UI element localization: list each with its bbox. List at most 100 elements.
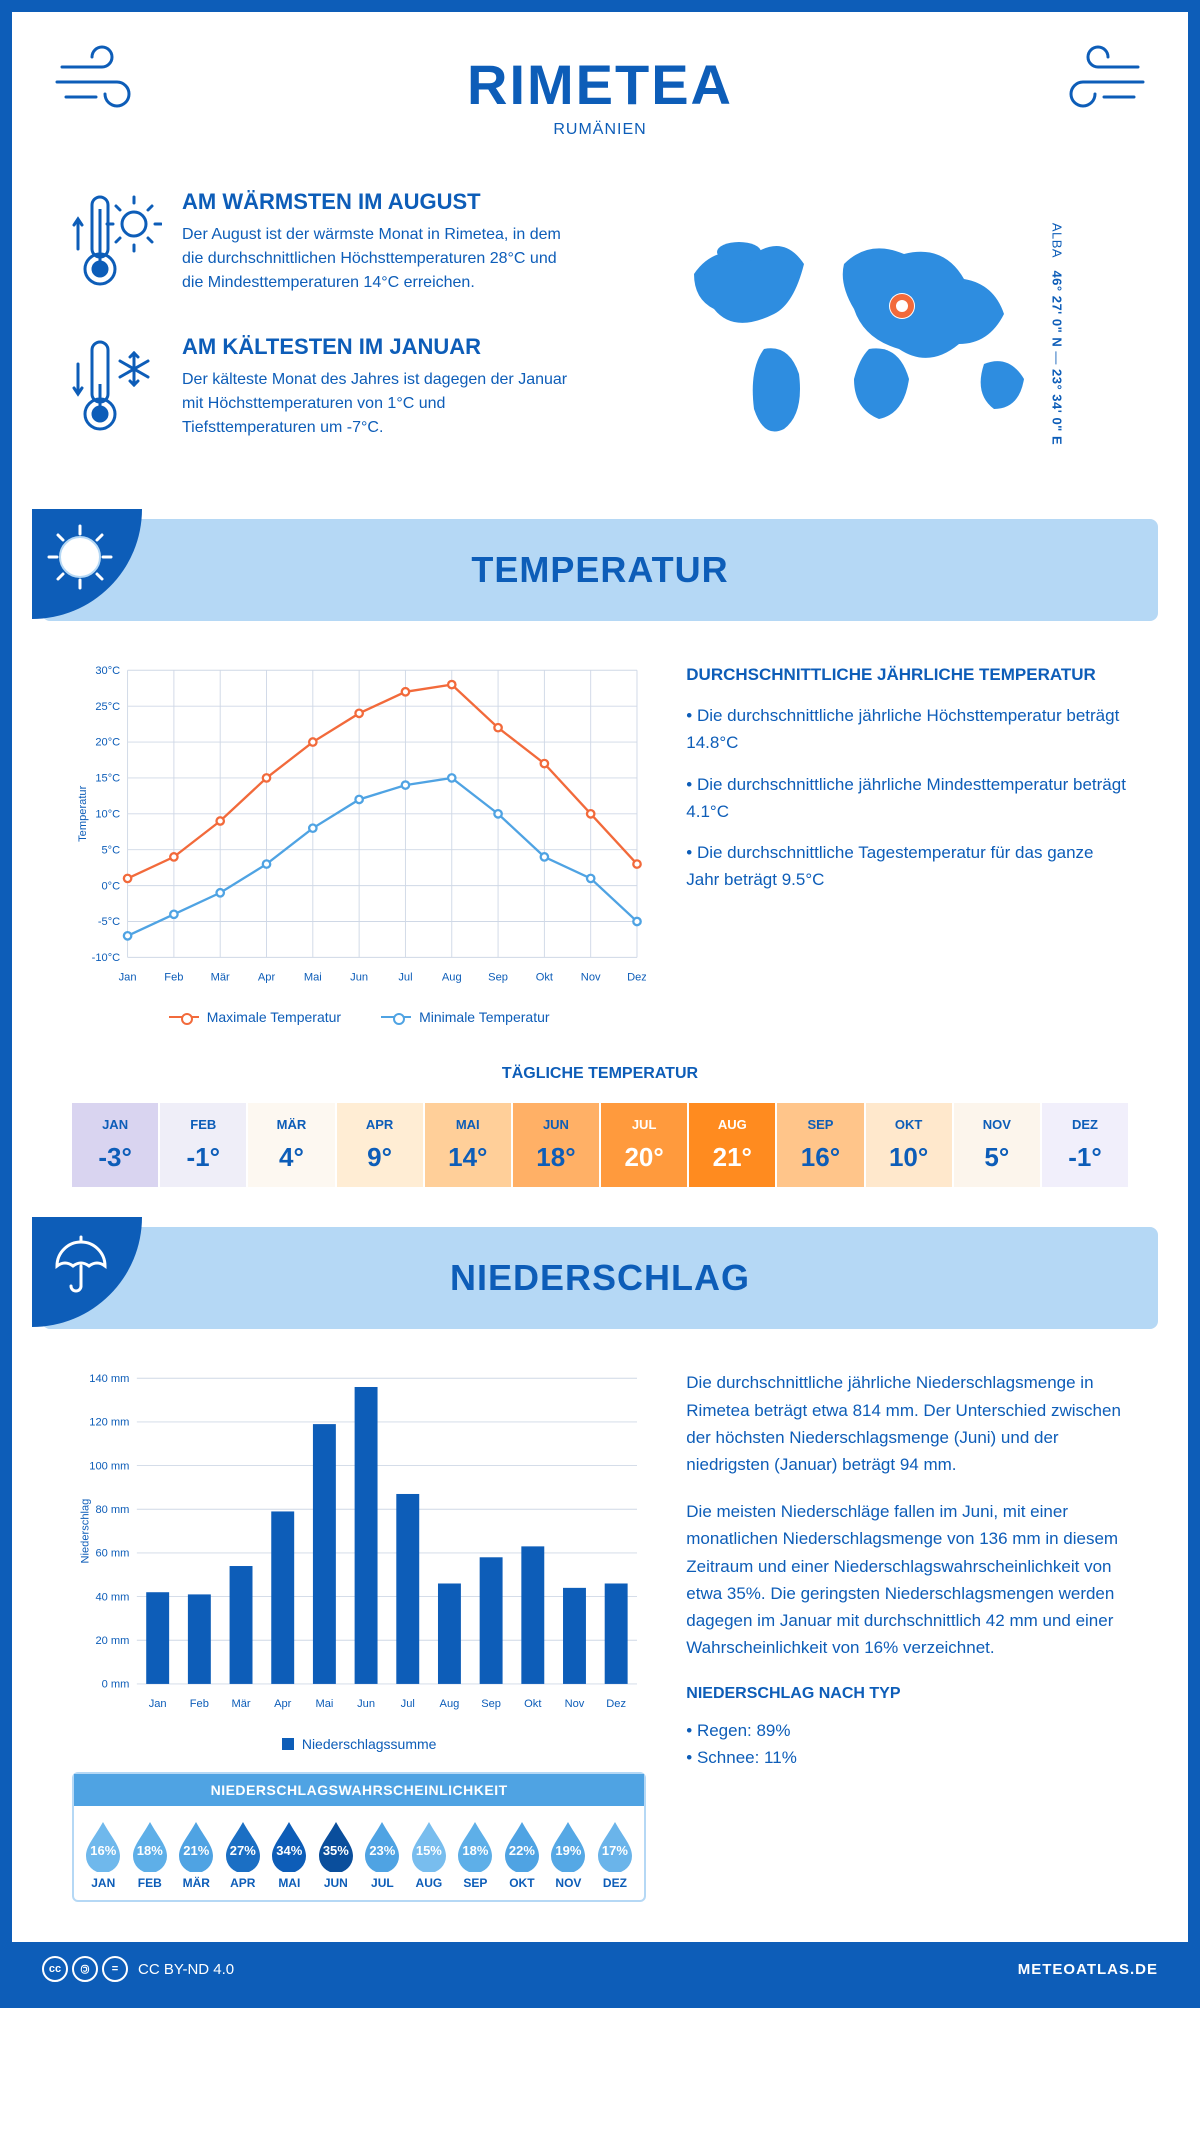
probability-drop: 18%FEB (127, 1820, 174, 1890)
temperature-summary: DURCHSCHNITTLICHE JÄHRLICHE TEMPERATUR •… (686, 661, 1128, 1025)
precipitation-text: Die durchschnittliche jährliche Niedersc… (686, 1369, 1128, 1902)
wind-icon (52, 42, 162, 127)
svg-text:140 mm: 140 mm (89, 1373, 129, 1385)
temperature-heading: TEMPERATUR (62, 549, 1138, 591)
warmest-title: AM WÄRMSTEN IM AUGUST (182, 189, 580, 215)
svg-text:Dez: Dez (606, 1699, 626, 1711)
svg-text:-5°C: -5°C (98, 916, 120, 928)
svg-text:Mär: Mär (211, 972, 230, 984)
temperature-body: -10°C -5°C 0°C 5°C 10°C 15°C 20°C 25°C 30°C Jan Fe… (12, 621, 1188, 1065)
svg-text:-10°C: -10°C (92, 952, 121, 964)
svg-text:15°C: 15°C (95, 773, 120, 785)
svg-text:5°C: 5°C (102, 844, 121, 856)
svg-text:Feb: Feb (164, 972, 183, 984)
svg-text:10°C: 10°C (95, 809, 120, 821)
daily-temp-cell: NOV5° (954, 1103, 1042, 1187)
thermometer-snow-icon (72, 334, 162, 449)
svg-text:0°C: 0°C (102, 880, 121, 892)
daily-temp-cell: MAI14° (425, 1103, 513, 1187)
license: cc 🄯 = CC BY-ND 4.0 (42, 1956, 234, 1982)
daily-temp-cell: MÄR4° (248, 1103, 336, 1187)
svg-text:Mär: Mär (231, 1699, 250, 1711)
thermometer-sun-icon (72, 189, 162, 304)
by-icon: 🄯 (72, 1956, 98, 1982)
svg-text:Jan: Jan (119, 972, 137, 984)
probability-drop: 22%OKT (499, 1820, 546, 1890)
probability-drop: 35%JUN (313, 1820, 360, 1890)
precip-legend: Niederschlagssumme (72, 1736, 646, 1752)
warmest-fact: AM WÄRMSTEN IM AUGUST Der August ist der… (72, 189, 580, 304)
probability-drop: 21%MÄR (173, 1820, 220, 1890)
precipitation-probability: NIEDERSCHLAGSWAHRSCHEINLICHKEIT 16%JAN18… (72, 1772, 646, 1902)
daily-temp-cell: APR9° (337, 1103, 425, 1187)
header: RIMETEA RUMÄNIEN (12, 12, 1188, 169)
daily-temp-cell: FEB-1° (160, 1103, 248, 1187)
svg-text:Jul: Jul (398, 972, 412, 984)
precipitation-bar-chart: 0 mm 20 mm 40 mm 60 mm 80 mm 100 mm 120 mm 140 … (72, 1369, 646, 1721)
svg-text:Jun: Jun (357, 1699, 375, 1711)
probability-drop: 15%AUG (406, 1820, 453, 1890)
svg-text:100 mm: 100 mm (89, 1461, 129, 1473)
warmest-text: Der August ist der wärmste Monat in Rime… (182, 223, 580, 295)
svg-text:Sep: Sep (481, 1699, 501, 1711)
probability-drop: 23%JUL (359, 1820, 406, 1890)
svg-text:Jul: Jul (401, 1699, 415, 1711)
svg-text:Nov: Nov (565, 1699, 585, 1711)
page-subtitle: RUMÄNIEN (32, 121, 1168, 139)
svg-text:0 mm: 0 mm (102, 1679, 130, 1691)
sun-icon (32, 509, 142, 619)
nd-icon: = (102, 1956, 128, 1982)
precipitation-heading: NIEDERSCHLAG (62, 1257, 1138, 1299)
coldest-text: Der kälteste Monat des Jahres ist dagege… (182, 368, 580, 440)
svg-text:Apr: Apr (258, 972, 276, 984)
daily-temp-cell: JAN-3° (72, 1103, 160, 1187)
cc-icon: cc (42, 1956, 68, 1982)
wind-icon (1038, 42, 1148, 127)
page-title: RIMETEA (32, 52, 1168, 117)
probability-drop: 19%NOV (545, 1820, 592, 1890)
svg-text:Nov: Nov (581, 972, 601, 984)
daily-temp-cell: SEP16° (777, 1103, 865, 1187)
precipitation-body: 0 mm 20 mm 40 mm 60 mm 80 mm 100 mm 120 mm 140 … (12, 1329, 1188, 1942)
svg-text:Aug: Aug (442, 972, 462, 984)
svg-text:Apr: Apr (274, 1699, 292, 1711)
svg-text:Jan: Jan (149, 1699, 167, 1711)
probability-drop: 18%SEP (452, 1820, 499, 1890)
temp-legend: Maximale Temperatur Minimale Temperatur (72, 1009, 646, 1025)
svg-text:Feb: Feb (190, 1699, 209, 1711)
daily-temp-cell: OKT10° (866, 1103, 954, 1187)
infographic-frame: RIMETEA RUMÄNIEN AM WÄRMSTEN IM AUGUST D… (0, 0, 1200, 2008)
svg-text:Dez: Dez (627, 972, 646, 984)
world-map: ALBA 46° 27' 0" N — 23° 34' 0" E (620, 189, 1128, 479)
temperature-line-chart: -10°C -5°C 0°C 5°C 10°C 15°C 20°C 25°C 30°C Jan Fe… (72, 661, 646, 994)
svg-text:Okt: Okt (524, 1699, 541, 1711)
umbrella-icon (32, 1217, 142, 1327)
svg-text:Jun: Jun (350, 972, 368, 984)
svg-text:40 mm: 40 mm (95, 1592, 129, 1604)
coordinates: ALBA 46° 27' 0" N — 23° 34' 0" E (1049, 223, 1064, 445)
svg-text:Aug: Aug (440, 1699, 460, 1711)
svg-text:Mai: Mai (304, 972, 322, 984)
svg-text:Niederschlag: Niederschlag (80, 1499, 92, 1564)
svg-text:60 mm: 60 mm (95, 1548, 129, 1560)
svg-text:Sep: Sep (488, 972, 508, 984)
daily-temperature: TÄGLICHE TEMPERATUR JAN-3°FEB-1°MÄR4°APR… (12, 1065, 1188, 1227)
precipitation-banner: NIEDERSCHLAG (42, 1227, 1158, 1329)
daily-temp-cell: JUL20° (601, 1103, 689, 1187)
svg-text:30°C: 30°C (95, 665, 120, 677)
temperature-banner: TEMPERATUR (42, 519, 1158, 621)
coldest-title: AM KÄLTESTEN IM JANUAR (182, 334, 580, 360)
probability-drop: 16%JAN (80, 1820, 127, 1890)
svg-text:120 mm: 120 mm (89, 1417, 129, 1429)
svg-text:20°C: 20°C (95, 737, 120, 749)
footer: cc 🄯 = CC BY-ND 4.0 METEOATLAS.DE (12, 1942, 1188, 1996)
svg-text:80 mm: 80 mm (95, 1504, 129, 1516)
svg-text:20 mm: 20 mm (95, 1635, 129, 1647)
daily-temp-cell: AUG21° (689, 1103, 777, 1187)
svg-text:Temperatur: Temperatur (77, 785, 89, 841)
svg-text:25°C: 25°C (95, 701, 120, 713)
probability-drop: 34%MAI (266, 1820, 313, 1890)
daily-temp-cell: JUN18° (513, 1103, 601, 1187)
intro-section: AM WÄRMSTEN IM AUGUST Der August ist der… (12, 169, 1188, 519)
site-name: METEOATLAS.DE (1018, 1961, 1158, 1978)
